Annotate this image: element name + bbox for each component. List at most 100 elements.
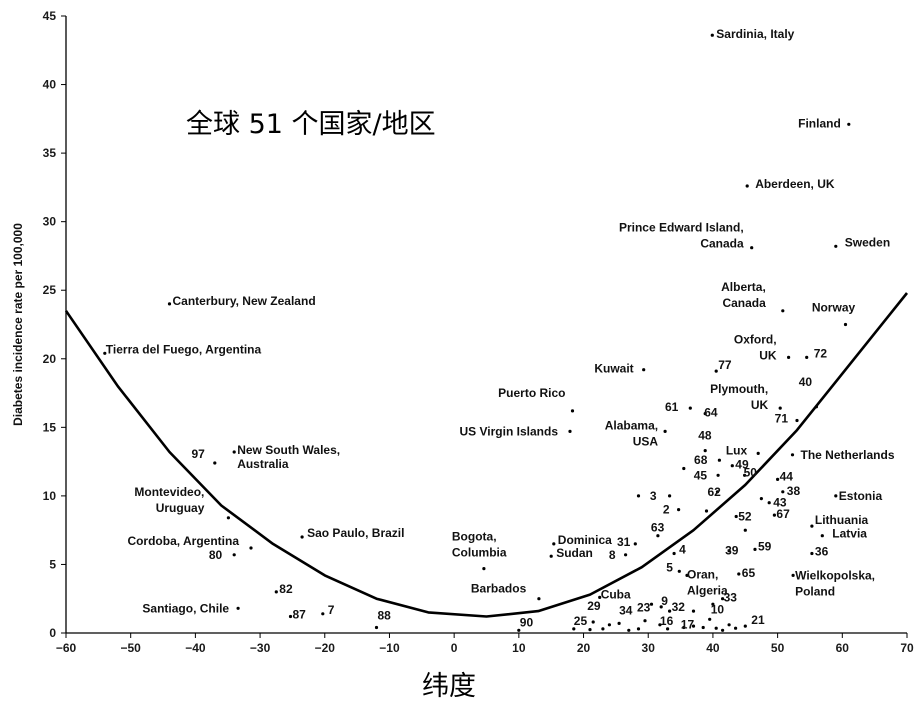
data-point <box>213 461 217 465</box>
data-point <box>716 473 720 477</box>
point-label: Norway <box>812 301 856 315</box>
point-label: Dominica <box>558 533 612 547</box>
data-point <box>834 494 838 498</box>
data-point <box>710 33 714 37</box>
data-point <box>701 625 705 630</box>
point-label-line: Plymouth, <box>710 382 768 396</box>
data-point <box>570 409 575 413</box>
data-point <box>288 614 293 619</box>
y-tick-label: 10 <box>43 489 57 503</box>
point-label: 62 <box>708 485 722 499</box>
data-point <box>772 513 777 517</box>
data-point <box>659 605 663 609</box>
x-tick-label: −40 <box>185 641 206 655</box>
point-label-line: Poland <box>795 584 835 598</box>
data-point <box>103 351 107 355</box>
data-point <box>374 625 379 630</box>
point-label: 3 <box>650 489 657 503</box>
x-tick-label: −50 <box>121 641 142 655</box>
point-label: 7 <box>328 603 335 617</box>
point-label: 67 <box>776 507 790 521</box>
point-label: Sardinia, Italy <box>716 27 794 41</box>
data-point <box>743 624 747 628</box>
point-label: 8 <box>609 548 616 562</box>
data-point <box>743 473 747 477</box>
point-label: Santiago, Chile <box>142 601 229 615</box>
x-tick-label: −20 <box>315 641 336 655</box>
point-label: 40 <box>799 375 813 389</box>
data-point <box>691 624 696 628</box>
point-label-line: Bogota, <box>452 530 497 544</box>
data-point <box>805 355 809 359</box>
data-point <box>663 429 667 433</box>
point-label: Barbados <box>471 582 527 596</box>
point-label: 65 <box>742 566 756 580</box>
x-tick-label: 10 <box>512 641 526 655</box>
data-point <box>568 429 572 433</box>
data-point <box>624 553 628 557</box>
point-label: New South Wales, Australia <box>237 443 340 471</box>
point-label: Canterbury, New Zealand <box>173 294 316 308</box>
point-label-line: Algeria <box>687 583 728 597</box>
data-point <box>598 595 602 600</box>
data-point <box>759 497 764 501</box>
data-point <box>232 450 236 454</box>
data-point <box>778 406 782 410</box>
point-label: Wielkopolska, Poland <box>795 568 875 598</box>
y-axis-label: Diabetes incidence rate per 100,000 <box>11 223 25 426</box>
point-label: Cuba <box>601 587 631 601</box>
data-point <box>730 464 734 468</box>
point-label-line: Uruguay <box>156 501 205 515</box>
y-tick-label: 20 <box>43 352 57 366</box>
data-point <box>643 619 647 623</box>
x-tick-label: −60 <box>56 641 77 655</box>
data-point <box>847 122 851 126</box>
point-label: 59 <box>758 539 772 553</box>
x-tick-label: 0 <box>451 641 458 655</box>
data-point <box>717 458 722 462</box>
data-points <box>103 33 851 632</box>
data-point <box>636 627 641 631</box>
data-point <box>703 449 707 453</box>
data-point <box>517 628 521 632</box>
data-point <box>300 535 304 539</box>
data-point <box>274 590 278 594</box>
data-point <box>756 451 760 455</box>
data-point <box>321 612 325 616</box>
data-point <box>727 623 731 627</box>
data-point <box>167 302 172 306</box>
data-point <box>727 549 731 553</box>
point-label: 64 <box>704 406 718 420</box>
data-point <box>668 609 672 613</box>
point-label: 52 <box>738 510 752 524</box>
data-point <box>781 490 785 494</box>
data-point <box>672 551 676 556</box>
point-label: 2 <box>663 503 670 517</box>
point-label-line: Canada <box>722 296 766 310</box>
trend-curve <box>64 292 909 618</box>
data-point <box>810 524 814 528</box>
data-point <box>649 602 654 606</box>
data-point <box>482 567 486 571</box>
data-point <box>627 628 631 632</box>
data-point <box>249 546 253 550</box>
point-label-line: UK <box>759 348 777 362</box>
point-label: Tierra del Fuego, Argentina <box>106 342 262 356</box>
point-label: Alberta, Canada <box>721 280 766 310</box>
point-label: 21 <box>751 613 765 627</box>
data-point <box>708 617 712 621</box>
y-tick-label: 30 <box>43 215 57 229</box>
data-point <box>617 621 621 626</box>
y-tick-label: 35 <box>43 146 57 160</box>
point-label: 48 <box>698 429 712 443</box>
data-point <box>537 597 541 601</box>
data-point <box>236 606 240 610</box>
point-label: 88 <box>378 609 392 623</box>
point-label: 9 <box>661 594 668 608</box>
point-label: 87 <box>293 608 307 622</box>
data-point <box>715 490 720 494</box>
point-label-line: Canada <box>700 237 744 251</box>
point-label: 50 <box>744 465 758 479</box>
point-label-line: Prince Edward Island, <box>619 221 744 235</box>
